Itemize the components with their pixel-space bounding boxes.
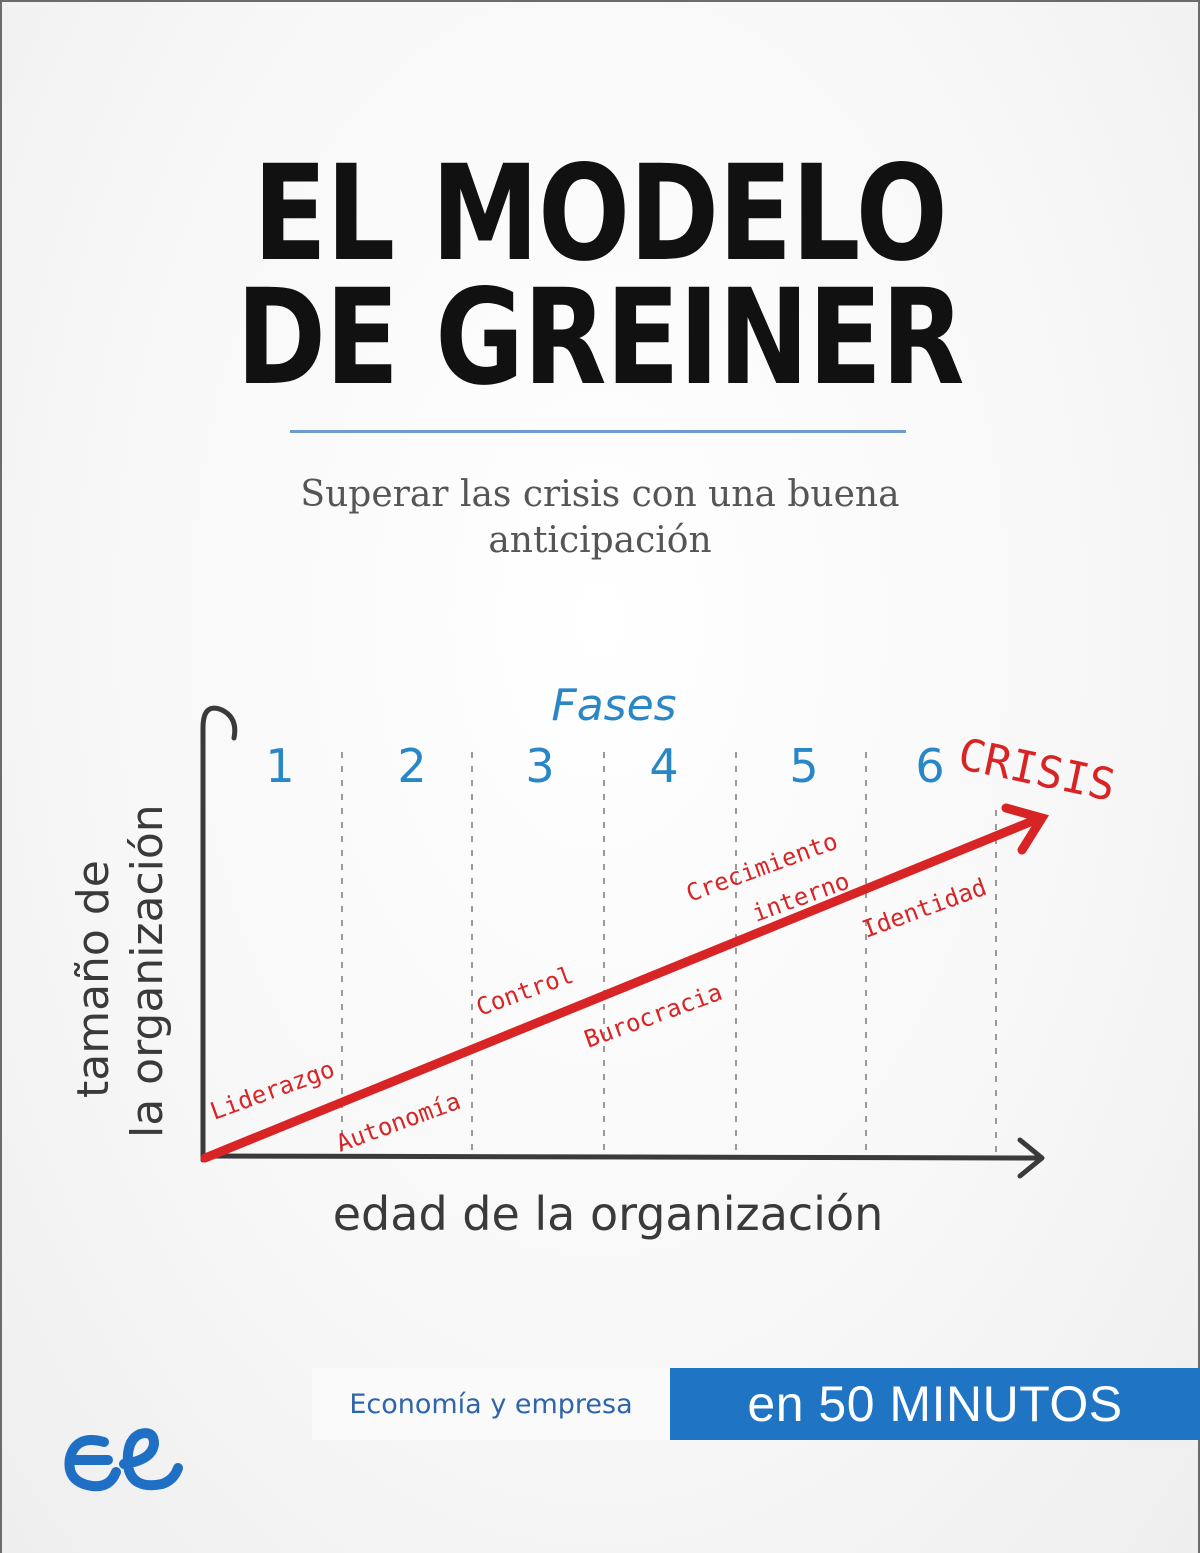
subtitle-line-2: anticipación xyxy=(488,520,712,561)
y-axis-label: tamaño de la organización xyxy=(68,804,173,1138)
phase-number-5: 5 xyxy=(789,739,818,793)
series-banner: en 50 MINUTOS xyxy=(670,1368,1200,1440)
x-axis-arrowhead xyxy=(1017,1137,1045,1179)
greiner-diagram: Fases 1 2 3 4 5 6 CRISIS tamaño de la or… xyxy=(68,680,1120,1241)
collection-label: Economía y empresa xyxy=(349,1388,633,1420)
y-axis-label-line-2: la organización xyxy=(122,804,173,1138)
axes xyxy=(200,705,1045,1179)
series-label: en 50 MINUTOS xyxy=(747,1376,1123,1432)
phase-dividers xyxy=(341,752,997,1152)
phases-header: Fases xyxy=(551,680,676,731)
phase-number-4: 4 xyxy=(649,739,678,793)
growth-arrow-line xyxy=(200,813,1045,1163)
subtitle: Superar las crisis con una buena anticip… xyxy=(0,472,1200,564)
phase-number-2: 2 xyxy=(397,739,426,793)
growth-arrow-head xyxy=(1001,803,1050,855)
epublibre-logo-icon xyxy=(64,1428,183,1492)
title-line-2: DE GREINER xyxy=(236,261,964,415)
subtitle-line-1: Superar las crisis con una buena xyxy=(300,474,900,515)
x-axis-label: edad de la organización xyxy=(333,1187,884,1241)
title-divider xyxy=(290,430,906,433)
phase-number-6: 6 xyxy=(915,739,944,793)
label-burocracia: Burocracia xyxy=(580,978,725,1054)
x-axis xyxy=(200,1153,1043,1161)
phase-number-1: 1 xyxy=(265,739,294,793)
y-axis-label-line-1: tamaño de xyxy=(68,860,119,1098)
y-axis xyxy=(200,705,238,1163)
collection-banner: Economía y empresa xyxy=(312,1368,670,1440)
phase-numbers: 1 2 3 4 5 6 xyxy=(265,739,944,793)
crisis-label: CRISIS xyxy=(954,729,1120,812)
title-line-1: EL MODELO xyxy=(253,137,948,291)
phase-number-3: 3 xyxy=(525,739,554,793)
growth-arrow xyxy=(200,803,1050,1163)
